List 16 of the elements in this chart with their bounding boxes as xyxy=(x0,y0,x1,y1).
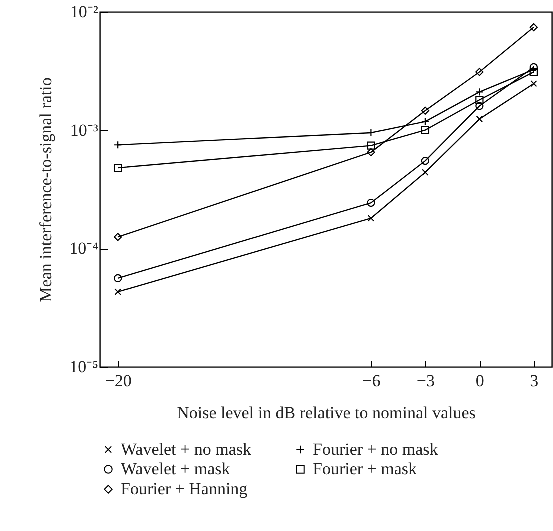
legend-label: Wavelet + no mask xyxy=(121,440,252,459)
x-axis-title: Noise level in dB relative to nominal values xyxy=(177,404,476,422)
legend-label: Fourier + Hanning xyxy=(121,480,248,498)
x-tick-label: −20 xyxy=(105,372,132,390)
x-tick-label: 3 xyxy=(530,372,539,390)
legend-label: Wavelet + mask xyxy=(121,460,231,478)
legend-label: Fourier + mask xyxy=(313,460,418,478)
y-tick-label: 10⁻² xyxy=(70,2,98,22)
x-tick-label: −3 xyxy=(416,372,435,390)
y-tick-label: 10⁻⁵ xyxy=(70,358,99,376)
y-axis-title: Mean interference-to-signal ratio xyxy=(36,78,56,302)
x-tick-label: 0 xyxy=(476,372,484,390)
y-tick-label: 10⁻³ xyxy=(70,120,98,140)
legend-label: Fourier + no mask xyxy=(313,440,439,459)
y-tick-label: 10⁻⁴ xyxy=(70,239,99,258)
x-tick-label: −6 xyxy=(362,372,381,390)
